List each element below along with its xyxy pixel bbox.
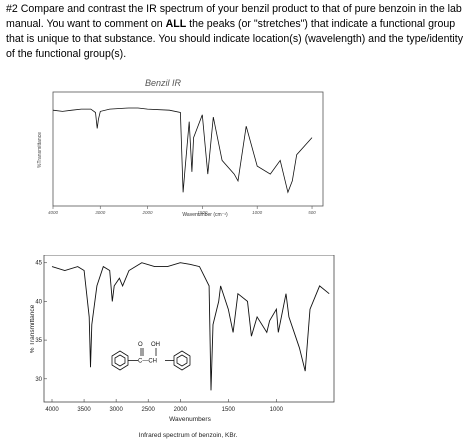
question-prefix: #2 Compare and contrast the IR spectrum …: [6, 3, 462, 30]
benzoin-structure-diagram: [111, 348, 191, 371]
benzoin-y-tick-label: 40: [35, 299, 42, 305]
benzoin-caption: Infrared spectrum of benzoin, KBr.: [139, 432, 238, 439]
question-text: #2 Compare and contrast the IR spectrum …: [6, 2, 472, 62]
benzoin-ir-spectrum: % Transmittance 30 35 40 45 4000 3500 3000 250…: [29, 254, 340, 443]
benzil-x-tick-label: 1000: [252, 210, 263, 215]
benzil-x-axis-label: Wavenumber (cm⁻¹): [182, 212, 228, 218]
benzil-x-tick-label: 4000: [48, 210, 59, 215]
benzoin-spectrum-line: [51, 262, 330, 391]
benzil-handwritten-title: Benzil IR: [145, 78, 182, 88]
benzoin-plot-frame: [43, 254, 335, 403]
benzil-x-tick-label: 2000: [141, 210, 153, 215]
benzoin-y-axis-label: % Transmittance: [30, 304, 36, 353]
benzoin-x-tick-label: 2500: [142, 407, 156, 413]
benzoin-x-tick-label: 3000: [109, 407, 123, 413]
phenyl-ring-right: [173, 350, 191, 371]
benzil-ir-chart: Benzil IR %Transmittance Wavenumber (cm⁻…: [37, 78, 324, 218]
question-suffix: the peaks (or "stretches") that indicate…: [6, 18, 464, 60]
benzoin-y-tick-label: 45: [35, 261, 42, 267]
benzil-x-tick-label: 3000: [95, 210, 106, 215]
benzil-ir-spectrum: Benzil IR %Transmittance Wavenumber (cm⁻…: [33, 76, 333, 226]
benzoin-x-tick-label: 3500: [77, 407, 91, 413]
benzil-x-tick-label: 500: [308, 210, 316, 215]
question-emphasis: ALL: [165, 18, 187, 30]
benzil-plot-frame: [52, 91, 324, 207]
benzoin-x-axis-label: Wavenumbers: [169, 416, 211, 423]
benzoin-ir-chart: % Transmittance 30 35 40 45 4000 3500 3000 250…: [29, 254, 335, 439]
phenyl-ring-left: [111, 350, 129, 371]
benzoin-y-tick-label: 35: [35, 338, 42, 344]
benzoin-x-tick-label: 1000: [270, 407, 284, 413]
hydroxyl-label: OH: [151, 342, 160, 348]
phenyl-ring-left-inner: [114, 354, 126, 367]
benzil-spectrum-line: [52, 107, 313, 194]
benzil-y-axis-label: %Transmittance: [37, 132, 43, 168]
benzoin-x-tick-label: 4000: [45, 407, 59, 413]
ch-label: C—CH: [138, 359, 157, 365]
phenyl-ring-right-inner: [176, 354, 188, 367]
benzoin-y-tick-label: 30: [35, 377, 42, 383]
benzoin-x-tick-label: 1500: [222, 407, 236, 413]
carbonyl-o-label: O: [138, 342, 143, 348]
benzil-x-tick-label: 1500: [197, 210, 208, 215]
benzoin-x-tick-label: 2000: [174, 407, 188, 413]
